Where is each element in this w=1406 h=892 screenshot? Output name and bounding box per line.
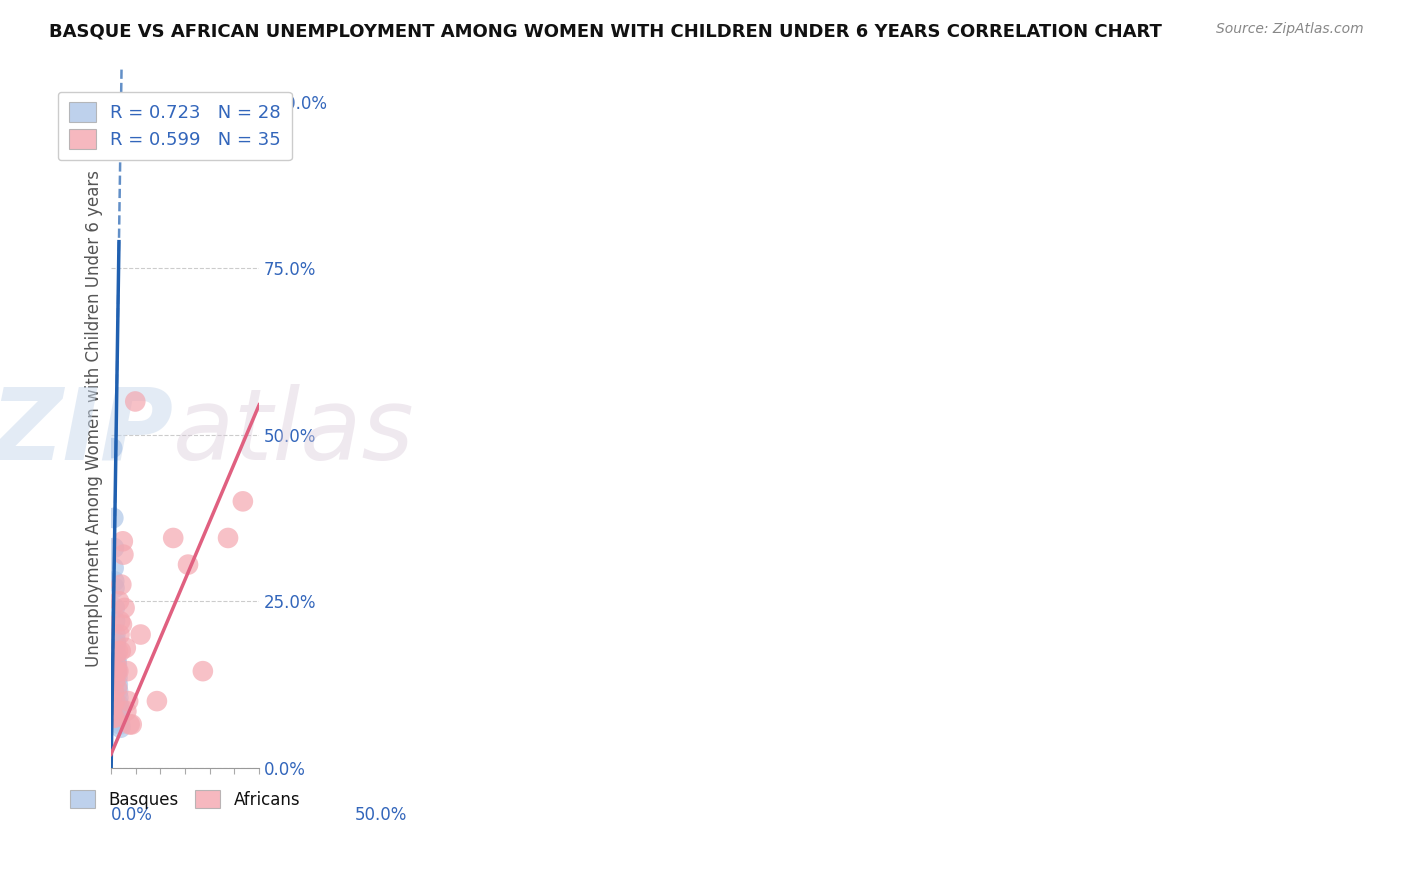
Point bbox=[104, 600, 127, 615]
Point bbox=[105, 657, 128, 672]
Point bbox=[101, 704, 124, 718]
Point bbox=[103, 574, 125, 589]
Point bbox=[105, 654, 128, 668]
Point bbox=[108, 594, 131, 608]
Point bbox=[117, 694, 139, 708]
Point bbox=[103, 581, 125, 595]
Point bbox=[105, 664, 128, 678]
Text: 50.0%: 50.0% bbox=[354, 806, 408, 824]
Point bbox=[101, 441, 124, 455]
Point bbox=[103, 541, 125, 555]
Point bbox=[105, 664, 128, 678]
Point bbox=[108, 700, 131, 714]
Point bbox=[103, 698, 125, 712]
Text: BASQUE VS AFRICAN UNEMPLOYMENT AMONG WOMEN WITH CHILDREN UNDER 6 YEARS CORRELATI: BASQUE VS AFRICAN UNEMPLOYMENT AMONG WOM… bbox=[49, 22, 1163, 40]
Point bbox=[110, 721, 132, 735]
Point bbox=[110, 644, 132, 658]
Point bbox=[107, 677, 129, 691]
Point bbox=[108, 627, 131, 641]
Point bbox=[105, 638, 128, 652]
Point bbox=[101, 711, 124, 725]
Point bbox=[104, 627, 127, 641]
Point bbox=[107, 684, 129, 698]
Point bbox=[118, 717, 141, 731]
Point bbox=[111, 617, 134, 632]
Point bbox=[146, 694, 169, 708]
Point bbox=[124, 394, 146, 409]
Point bbox=[110, 577, 132, 591]
Point bbox=[104, 674, 127, 689]
Text: Source: ZipAtlas.com: Source: ZipAtlas.com bbox=[1216, 22, 1364, 37]
Point bbox=[114, 640, 136, 655]
Point bbox=[107, 644, 129, 658]
Point bbox=[107, 671, 129, 685]
Point bbox=[117, 664, 139, 678]
Point bbox=[101, 121, 124, 136]
Point bbox=[104, 634, 127, 648]
Point bbox=[162, 531, 184, 545]
Point bbox=[115, 704, 138, 718]
Text: atlas: atlas bbox=[173, 384, 415, 481]
Point bbox=[191, 664, 214, 678]
Point bbox=[217, 531, 239, 545]
Point bbox=[114, 600, 136, 615]
Point bbox=[107, 690, 129, 705]
Point bbox=[107, 698, 129, 712]
Point bbox=[111, 534, 134, 549]
Text: ZIP: ZIP bbox=[0, 384, 173, 481]
Point bbox=[108, 614, 131, 628]
Point bbox=[107, 664, 129, 678]
Point bbox=[108, 717, 131, 731]
Text: 0.0%: 0.0% bbox=[111, 806, 153, 824]
Point bbox=[105, 648, 128, 662]
Point bbox=[103, 561, 125, 575]
Legend: Basques, Africans: Basques, Africans bbox=[63, 783, 307, 815]
Point bbox=[105, 681, 128, 695]
Y-axis label: Unemployment Among Women with Children Under 6 years: Unemployment Among Women with Children U… bbox=[86, 169, 103, 666]
Point bbox=[112, 548, 135, 562]
Point bbox=[103, 684, 125, 698]
Point bbox=[108, 714, 131, 728]
Point bbox=[104, 694, 127, 708]
Point bbox=[105, 657, 128, 672]
Point bbox=[104, 614, 127, 628]
Point bbox=[108, 704, 131, 718]
Point bbox=[103, 511, 125, 525]
Point bbox=[108, 711, 131, 725]
Point bbox=[101, 121, 124, 136]
Point bbox=[121, 717, 143, 731]
Point bbox=[232, 494, 254, 508]
Point bbox=[129, 627, 152, 641]
Point bbox=[103, 711, 125, 725]
Point bbox=[177, 558, 200, 572]
